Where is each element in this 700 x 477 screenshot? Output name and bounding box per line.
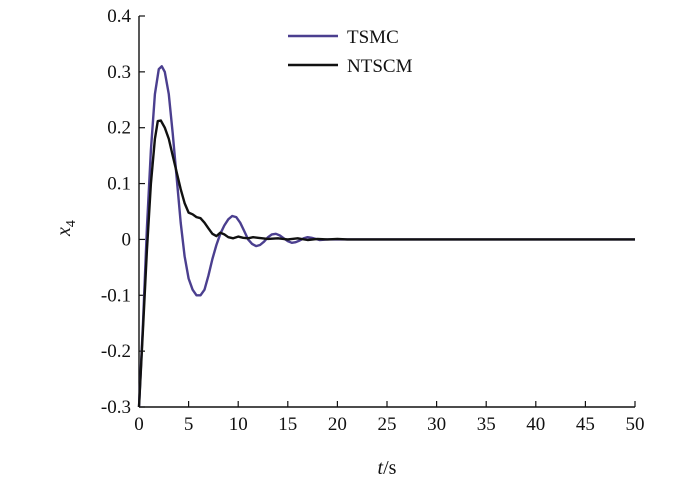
legend: TSMC NTSCM <box>288 27 413 77</box>
x-tick-label: 40 <box>526 414 545 435</box>
legend-label-ntscm: NTSCM <box>347 56 413 77</box>
x-tick-label: 5 <box>184 414 194 435</box>
x-axis-variable: t <box>378 457 384 477</box>
x-tick-label: 15 <box>278 414 297 435</box>
y-axis-subscript: 4 <box>64 220 79 227</box>
y-tick-label: 0 <box>122 229 132 250</box>
y-tick-label: 0.4 <box>107 6 131 27</box>
y-tick-label: -0.2 <box>101 341 131 362</box>
x-tick-label: 10 <box>229 414 248 435</box>
x-axis-unit: /s <box>383 457 397 477</box>
y-tick-label: 0.3 <box>107 62 131 83</box>
series-line-tsmc <box>137 65 635 408</box>
y-tick-label: 0.2 <box>107 118 131 139</box>
y-tick-label: -0.3 <box>101 397 131 418</box>
x-tick-label: 20 <box>328 414 347 435</box>
x-tick-label: 25 <box>378 414 397 435</box>
x-axis-label: t/s <box>378 457 397 477</box>
y-tick-label: -0.1 <box>101 285 131 306</box>
plot-axes: 0 5 10 15 20 25 30 35 40 45 50 -0.3 -0.2 -0.1 0 0.1 0.2 0… <box>101 6 645 435</box>
y-axis-variable: x <box>53 227 75 237</box>
x-tick-label: 50 <box>626 414 645 435</box>
x-tick-label: 0 <box>134 414 144 435</box>
legend-label-tsmc: TSMC <box>347 27 399 48</box>
series-layer <box>137 65 635 408</box>
y-tick-label: 0.1 <box>107 174 131 195</box>
y-axis-label: x4 <box>53 220 79 237</box>
x-tick-label: 35 <box>477 414 496 435</box>
x-tick-label: 30 <box>427 414 446 435</box>
x-tick-label: 45 <box>576 414 595 435</box>
series-line-ntscm <box>137 119 635 408</box>
